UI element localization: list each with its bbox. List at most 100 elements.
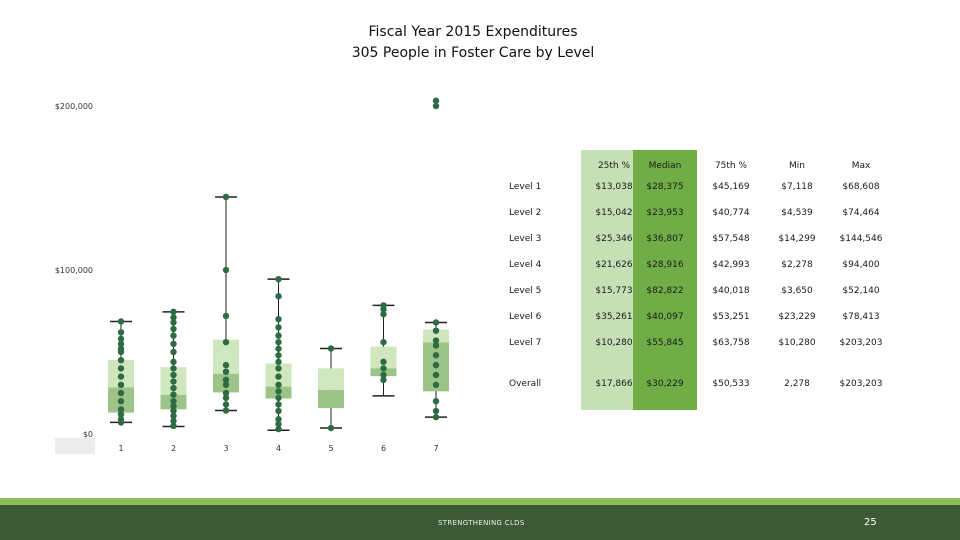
data-point bbox=[117, 340, 125, 347]
table-cell: $10,280 bbox=[778, 338, 816, 348]
data-point bbox=[117, 373, 125, 380]
data-point bbox=[380, 365, 387, 372]
table-cell: $144,546 bbox=[839, 234, 883, 244]
y-tick-label: $200,000 bbox=[55, 102, 93, 111]
data-point bbox=[432, 371, 440, 379]
x-tick-label: 4 bbox=[276, 444, 281, 453]
chart-title: Fiscal Year 2015 Expenditures 305 People… bbox=[0, 22, 946, 64]
data-point bbox=[170, 412, 177, 420]
footer-accent-line bbox=[0, 498, 960, 505]
table-cell: $50,533 bbox=[712, 379, 750, 389]
data-point bbox=[170, 384, 177, 392]
data-point bbox=[275, 332, 282, 339]
data-point bbox=[222, 381, 230, 388]
table-cell: $52,140 bbox=[842, 286, 880, 296]
table-cell: $53,251 bbox=[712, 312, 750, 322]
table-header: 75th % bbox=[714, 161, 748, 171]
data-point bbox=[222, 338, 230, 346]
data-point bbox=[222, 401, 230, 408]
x-tick-label: 2 bbox=[171, 444, 176, 453]
footer-bar bbox=[0, 505, 960, 540]
data-point bbox=[432, 327, 440, 334]
data-point bbox=[170, 407, 177, 415]
table-cell: $30,229 bbox=[646, 379, 684, 389]
data-point bbox=[275, 425, 282, 433]
data-point bbox=[432, 319, 440, 326]
page-number: 25 bbox=[864, 517, 877, 528]
data-point bbox=[117, 389, 125, 397]
table-header: Max bbox=[851, 161, 871, 171]
data-point bbox=[275, 401, 282, 408]
data-point bbox=[170, 358, 177, 366]
data-point bbox=[327, 424, 335, 432]
data-point bbox=[275, 416, 282, 423]
data-point bbox=[275, 394, 282, 402]
table-cell: $17,866 bbox=[595, 379, 633, 389]
data-point bbox=[222, 312, 230, 320]
data-point bbox=[222, 266, 230, 274]
data-point bbox=[432, 97, 440, 104]
data-point bbox=[432, 102, 440, 110]
table-cell: $40,097 bbox=[646, 312, 684, 322]
data-point bbox=[432, 342, 440, 349]
box-upper-half bbox=[370, 346, 397, 369]
data-point bbox=[275, 358, 282, 366]
table-cell: $28,375 bbox=[646, 182, 684, 192]
data-point bbox=[222, 389, 230, 397]
data-point bbox=[170, 422, 177, 429]
table-row-label: Level 5 bbox=[509, 286, 542, 296]
table-cell: $35,261 bbox=[595, 312, 633, 322]
data-point bbox=[170, 332, 177, 339]
data-point bbox=[222, 368, 230, 375]
data-point bbox=[275, 338, 282, 346]
table-cell: $45,169 bbox=[712, 182, 750, 192]
table-cell: $94,400 bbox=[842, 260, 880, 270]
table-row-label: Overall bbox=[509, 379, 542, 389]
table-header: 25th % bbox=[597, 161, 631, 171]
table-cell: $7,118 bbox=[781, 182, 813, 192]
data-point bbox=[117, 318, 125, 325]
table-cell: $36,807 bbox=[646, 234, 684, 244]
data-point bbox=[275, 420, 282, 428]
title-line-1: Fiscal Year 2015 Expenditures bbox=[368, 24, 578, 40]
data-point bbox=[275, 293, 282, 300]
table-cell: $15,773 bbox=[595, 286, 633, 296]
data-point bbox=[117, 365, 125, 372]
box-upper-half bbox=[318, 368, 344, 390]
table-cell: $4,539 bbox=[781, 208, 813, 218]
table-header: Min bbox=[789, 161, 805, 171]
data-point bbox=[117, 335, 125, 343]
data-point bbox=[432, 398, 440, 405]
data-point bbox=[170, 371, 177, 379]
data-point bbox=[117, 416, 125, 423]
table-cell: $13,038 bbox=[595, 182, 633, 192]
data-point bbox=[222, 376, 230, 384]
data-point bbox=[380, 338, 387, 346]
data-point bbox=[380, 358, 387, 366]
data-point bbox=[275, 381, 282, 388]
data-point bbox=[275, 275, 282, 283]
table-row-label: Level 2 bbox=[509, 208, 542, 218]
table-cell: $28,916 bbox=[646, 260, 684, 270]
data-point bbox=[275, 345, 282, 352]
table-cell: $40,018 bbox=[712, 286, 750, 296]
data-point bbox=[432, 413, 440, 421]
y-tick-label: $0 bbox=[83, 430, 93, 439]
x-tick-label: 3 bbox=[223, 444, 228, 453]
table-column-shade bbox=[633, 150, 697, 410]
data-point bbox=[432, 352, 440, 359]
data-point bbox=[170, 325, 177, 333]
table-row-label: Level 6 bbox=[509, 312, 542, 322]
footer-text: STRENGTHENING CLDS bbox=[438, 519, 525, 527]
data-point bbox=[222, 407, 230, 414]
table-cell: $203,203 bbox=[839, 379, 883, 389]
table-cell: $40,774 bbox=[712, 208, 750, 218]
data-point bbox=[170, 391, 177, 398]
table-cell: $74,464 bbox=[842, 208, 880, 218]
table-cell: 2,278 bbox=[784, 379, 810, 389]
data-point bbox=[380, 371, 387, 379]
data-point bbox=[432, 361, 440, 369]
table-cell: $57,548 bbox=[712, 234, 750, 244]
data-point bbox=[170, 378, 177, 385]
data-point bbox=[380, 311, 387, 318]
